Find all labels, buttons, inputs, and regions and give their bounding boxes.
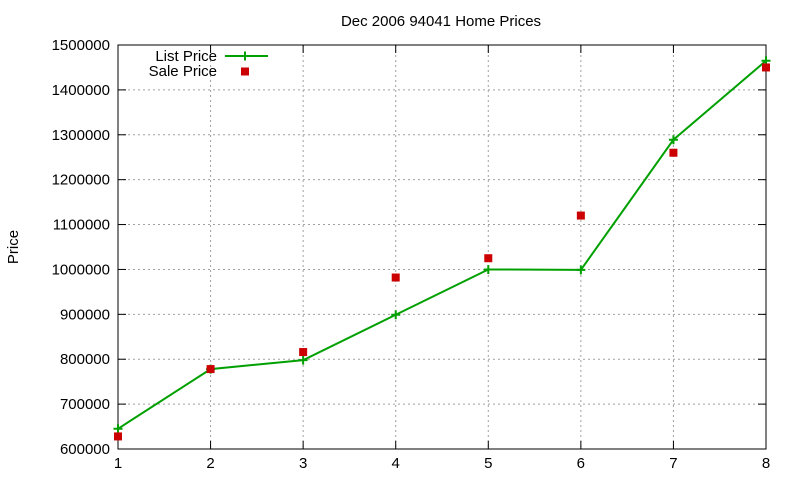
chart-title: Dec 2006 94041 Home Prices xyxy=(341,13,541,30)
legend-marker-sale-price xyxy=(241,67,249,76)
data-point-list-price xyxy=(668,135,678,145)
data-point-list-price xyxy=(298,355,308,365)
y-tick-label: 900000 xyxy=(60,306,110,323)
y-tick-label: 800000 xyxy=(60,351,110,368)
data-point-sale-price xyxy=(114,432,122,441)
legend-marker-list-price xyxy=(240,51,250,61)
x-tick-label: 7 xyxy=(669,455,677,472)
data-point-list-price xyxy=(483,264,493,274)
x-tick-label: 1 xyxy=(114,455,122,472)
grid-lines xyxy=(118,45,766,449)
y-tick-label: 600000 xyxy=(60,441,110,458)
x-tick-label: 3 xyxy=(299,455,307,472)
data-point-list-price xyxy=(391,310,401,320)
data-point-sale-price xyxy=(206,365,215,374)
y-tick-label: 700000 xyxy=(60,396,110,413)
series-line-list-price xyxy=(117,59,767,430)
legend-label-sale-price: Sale Price xyxy=(149,63,217,80)
legend: List Price Sale Price xyxy=(149,48,268,80)
data-point-list-price xyxy=(113,424,123,434)
x-tick-label: 4 xyxy=(392,455,400,472)
y-tick-label: 1300000 xyxy=(52,127,110,144)
y-tick-label: 1200000 xyxy=(52,172,110,189)
data-point-sale-price xyxy=(669,148,678,157)
plot-frame xyxy=(117,44,767,450)
y-tick-label: 1100000 xyxy=(53,217,110,234)
legend-label-list-price: List Price xyxy=(155,48,217,65)
data-point-sale-price xyxy=(299,348,308,357)
data-point-sale-price xyxy=(391,273,400,282)
axis-ticks: 6000007000008000009000001000000110000012… xyxy=(52,37,771,472)
data-point-sale-price xyxy=(484,254,493,263)
x-tick-label: 2 xyxy=(206,455,214,472)
x-tick-label: 6 xyxy=(577,455,585,472)
y-tick-label: 1000000 xyxy=(52,261,110,278)
data-point-sale-price xyxy=(576,211,585,220)
y-axis-label: Price xyxy=(5,230,22,264)
y-tick-label: 1500000 xyxy=(52,37,110,54)
series-layer xyxy=(113,56,771,441)
data-point-sale-price xyxy=(762,63,770,72)
data-point-list-price xyxy=(576,265,586,275)
y-tick-label: 1400000 xyxy=(52,82,110,99)
x-tick-label: 5 xyxy=(484,455,492,472)
x-tick-label: 8 xyxy=(762,455,770,472)
